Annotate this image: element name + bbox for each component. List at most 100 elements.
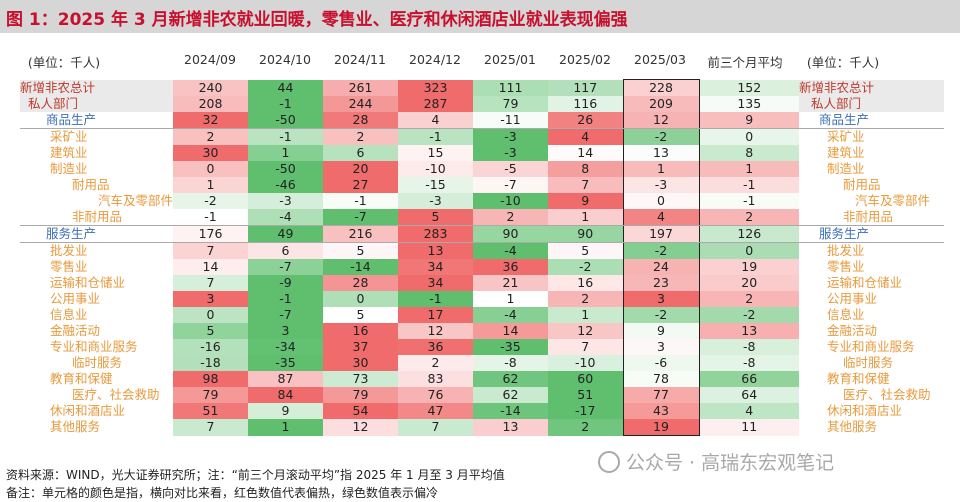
- value-cell: 0: [699, 242, 799, 259]
- value-cell: 116: [548, 96, 623, 112]
- col-header-three-month-avg: 前三个月平均: [707, 55, 783, 70]
- row-label: 医疗、社会救助: [72, 387, 160, 402]
- row-label: 非耐用品: [20, 209, 173, 226]
- value-cell: 2: [699, 209, 799, 226]
- value-cell: -6: [622, 355, 700, 371]
- col-header-2024-12: 2024/12: [409, 52, 461, 67]
- value-cell: 5: [323, 242, 398, 259]
- value-cell: 27: [323, 177, 398, 193]
- value-cell: 43: [622, 403, 700, 419]
- value-cell: 13: [473, 419, 548, 436]
- value-cell: -2: [548, 259, 623, 275]
- value-cell: -3: [248, 193, 323, 209]
- value-cell: -14: [323, 259, 398, 275]
- value-cell: 76: [398, 387, 473, 403]
- table-row: 专业和商业服务 -16 -34 37 36 -35 7 3 -8 专业和商业服务: [20, 339, 944, 355]
- row-label-right: 汽车及零部件: [855, 193, 931, 208]
- page-title: 图 1：2025 年 3 月新增非农就业回暖，零售业、医疗和休闲酒店业就业表现偏…: [6, 10, 628, 30]
- value-cell: 23: [622, 275, 700, 291]
- value-cell: 15: [398, 145, 473, 161]
- value-cell: 5: [323, 307, 398, 323]
- col-header-2025-02: 2025/02: [559, 52, 611, 67]
- value-cell: 2: [548, 291, 623, 307]
- table-row: 新增非农总计 240 44 261 323 111 117 228 152 新增非农总计: [20, 79, 944, 96]
- value-cell: -35: [248, 355, 323, 371]
- value-cell: 0: [699, 128, 799, 145]
- value-cell: 7: [548, 339, 623, 355]
- value-cell: -18: [173, 355, 248, 371]
- value-cell: 54: [323, 403, 398, 419]
- value-cell: 13: [699, 323, 799, 339]
- value-cell: -34: [248, 339, 323, 355]
- value-cell: 117: [548, 79, 623, 96]
- row-label-right: 耐用品: [843, 177, 881, 192]
- row-label: 临时服务: [72, 355, 123, 370]
- value-cell: 7: [398, 419, 473, 436]
- value-cell: 1: [473, 291, 548, 307]
- row-label: 服务生产: [20, 225, 173, 243]
- unit-label-right: (单位：千人): [806, 55, 880, 70]
- table-row: 私人部门 208 -1 244 287 79 116 209 135 私人部门: [20, 96, 944, 112]
- row-label: 休闲和酒店业: [50, 403, 126, 418]
- col-header-2025-01: 2025/01: [484, 52, 536, 67]
- value-cell: -9: [248, 275, 323, 291]
- value-cell: 197: [622, 225, 700, 243]
- col-header-2024-10: 2024/10: [259, 52, 311, 67]
- value-cell: 32: [173, 112, 248, 129]
- value-cell: 5: [548, 242, 623, 259]
- value-cell: 7: [548, 177, 623, 193]
- row-label-right: 服务生产: [799, 225, 944, 243]
- value-cell: 16: [548, 275, 623, 291]
- value-cell: 6: [323, 145, 398, 161]
- wechat-icon: [598, 450, 620, 473]
- value-cell: 90: [548, 225, 623, 243]
- value-cell: 26: [548, 112, 623, 129]
- table-row: 批发业 7 6 5 13 -4 5 -2 0 批发业: [20, 242, 944, 259]
- value-cell: 84: [248, 387, 323, 403]
- value-cell: -10: [548, 355, 623, 371]
- value-cell: 7: [173, 242, 248, 259]
- row-label-right: 建筑业: [827, 145, 865, 160]
- row-label-right: 临时服务: [843, 355, 894, 370]
- value-cell: 208: [173, 96, 248, 112]
- row-label-right: 公用事业: [827, 291, 878, 306]
- value-cell: 323: [398, 79, 473, 96]
- value-cell: 7: [173, 419, 248, 436]
- value-cell: -3: [398, 193, 473, 209]
- table-row: 医疗、社会救助 79 84 79 76 62 51 77 64 医疗、社会救助: [20, 387, 944, 403]
- row-label: 公用事业: [50, 291, 101, 306]
- value-cell: 209: [622, 96, 700, 112]
- table-row: 服务生产 176 49 216 283 90 90 197 126 服务生产: [20, 225, 944, 243]
- value-cell: 8: [699, 145, 799, 161]
- row-label-right: 新增非农总计: [799, 79, 944, 96]
- value-cell: 283: [398, 225, 473, 243]
- value-cell: -15: [398, 177, 473, 193]
- value-cell: 51: [548, 387, 623, 403]
- value-cell: 79: [173, 387, 248, 403]
- value-cell: 13: [398, 242, 473, 259]
- row-label-right: 其他服务: [827, 419, 878, 435]
- value-cell: 19: [622, 419, 700, 436]
- row-label-right: 采矿业: [827, 129, 865, 144]
- value-cell: -10: [398, 161, 473, 177]
- value-cell: -3: [473, 145, 548, 161]
- value-cell: 98: [173, 371, 248, 387]
- row-label-right: 批发业: [827, 243, 865, 258]
- value-cell: -4: [473, 307, 548, 323]
- value-cell: 1: [248, 419, 323, 436]
- value-cell: 19: [699, 259, 799, 275]
- value-cell: -8: [473, 355, 548, 371]
- row-label: 耐用品: [72, 177, 110, 192]
- value-cell: -1: [699, 177, 799, 193]
- value-cell: -1: [398, 291, 473, 307]
- table-row: 教育和保健 98 87 73 83 62 60 78 66 教育和保健: [20, 371, 944, 387]
- value-cell: 4: [548, 128, 623, 145]
- color-note: 备注：单元格的颜色是指，横向对比来看，红色数值代表偏热，绿色数值表示偏冷: [6, 486, 439, 500]
- value-cell: 73: [323, 371, 398, 387]
- row-label: 其他服务: [50, 419, 101, 435]
- value-cell: -2: [622, 128, 700, 145]
- watermark-text: 公众号 · 高瑞东宏观笔记: [626, 452, 835, 474]
- table-row: 运输和仓储业 7 -9 28 34 21 16 23 20 运输和仓储业: [20, 275, 944, 291]
- value-cell: 6: [248, 242, 323, 259]
- value-cell: -14: [473, 403, 548, 419]
